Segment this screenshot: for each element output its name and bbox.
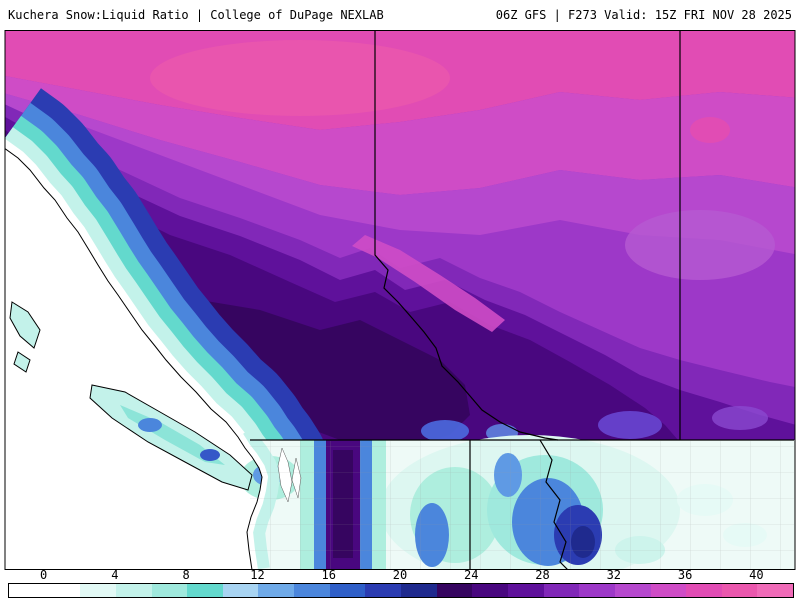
- product-title: Kuchera Snow:Liquid Ratio | College of D…: [8, 8, 384, 22]
- county-grid: [250, 441, 794, 569]
- header: Kuchera Snow:Liquid Ratio | College of D…: [0, 0, 800, 30]
- slr-map: [4, 30, 796, 570]
- map-frame: [4, 30, 796, 570]
- colorbar: 0 4 8 12 16 20 24 28 32 36 40: [0, 568, 800, 600]
- model-valid-time: 06Z GFS | F273 Valid: 15Z FRI NOV 28 202…: [495, 8, 792, 22]
- political-borders: [250, 30, 794, 570]
- vancouver-island: [89, 384, 253, 491]
- colorbar-ticks: 0 4 8 12 16 20 24 28 32 36 40: [40, 568, 764, 582]
- colorbar-cells: [8, 583, 794, 598]
- haida-gwaii-islands: [9, 301, 41, 373]
- coastline: [5, 147, 263, 570]
